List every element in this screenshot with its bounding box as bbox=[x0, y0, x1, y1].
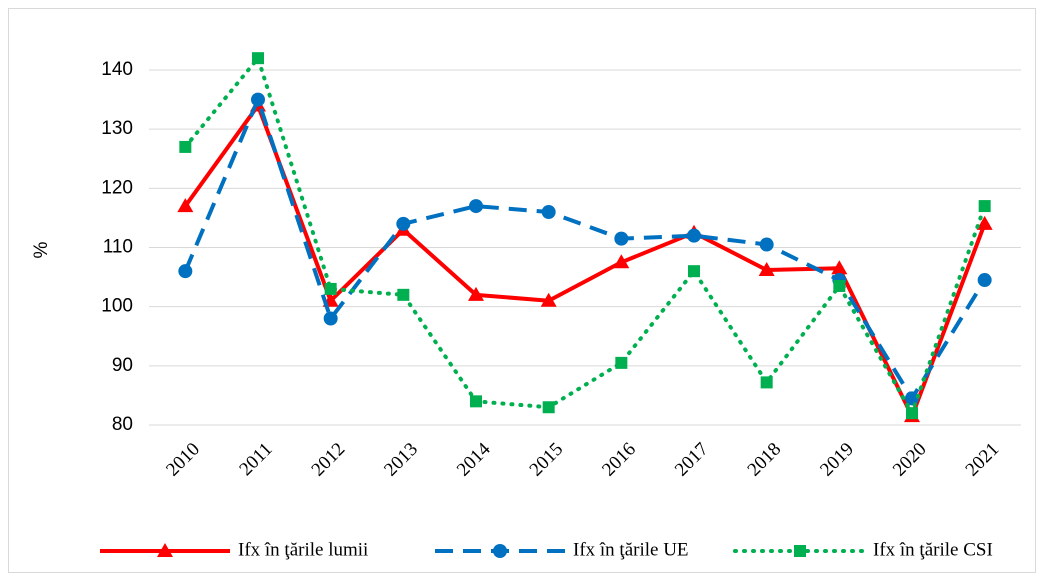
data-point bbox=[542, 401, 555, 414]
chart-border bbox=[8, 8, 1036, 573]
y-tick-label: 100 bbox=[101, 296, 133, 317]
series-line bbox=[183, 97, 987, 401]
legend-marker bbox=[493, 544, 507, 558]
series-line bbox=[183, 103, 987, 419]
data-point bbox=[397, 288, 410, 301]
y-axis-label: % bbox=[31, 241, 52, 258]
data-point bbox=[905, 391, 919, 406]
data-point bbox=[251, 92, 265, 107]
legend-marker bbox=[157, 543, 173, 557]
data-point bbox=[252, 52, 264, 65]
data-point bbox=[978, 200, 991, 213]
y-tick-label: 130 bbox=[101, 118, 133, 139]
data-point bbox=[541, 205, 556, 219]
data-point bbox=[976, 215, 993, 230]
series-line bbox=[183, 56, 987, 416]
data-point bbox=[687, 228, 701, 243]
data-point bbox=[469, 199, 483, 214]
data-point bbox=[688, 265, 700, 278]
y-tick-label: 140 bbox=[101, 59, 133, 80]
data-point bbox=[396, 216, 411, 231]
y-tick-label: 80 bbox=[112, 414, 133, 435]
legend-marker bbox=[794, 545, 806, 557]
data-point bbox=[760, 376, 773, 389]
data-point bbox=[179, 140, 192, 153]
data-point bbox=[615, 356, 628, 369]
legend-label: Ifx în ţările lumii bbox=[238, 539, 368, 560]
data-point bbox=[470, 395, 482, 408]
legend-label: Ifx în ţările CSI bbox=[873, 539, 993, 560]
data-point bbox=[833, 279, 846, 292]
legend-label: Ifx în ţările UE bbox=[573, 539, 689, 560]
y-tick-label: 120 bbox=[101, 177, 133, 198]
y-tick-label: 110 bbox=[103, 237, 133, 258]
data-point bbox=[614, 231, 629, 246]
data-point bbox=[468, 286, 484, 301]
data-point bbox=[177, 198, 194, 213]
data-point bbox=[178, 264, 193, 279]
data-point bbox=[759, 237, 774, 252]
data-point bbox=[323, 311, 338, 326]
data-point bbox=[324, 282, 337, 295]
data-point bbox=[906, 407, 918, 420]
data-point bbox=[977, 273, 992, 288]
data-point bbox=[758, 261, 775, 276]
data-point bbox=[613, 254, 630, 269]
data-point bbox=[831, 260, 848, 275]
data-point bbox=[540, 292, 557, 307]
y-tick-label: 90 bbox=[112, 355, 133, 376]
